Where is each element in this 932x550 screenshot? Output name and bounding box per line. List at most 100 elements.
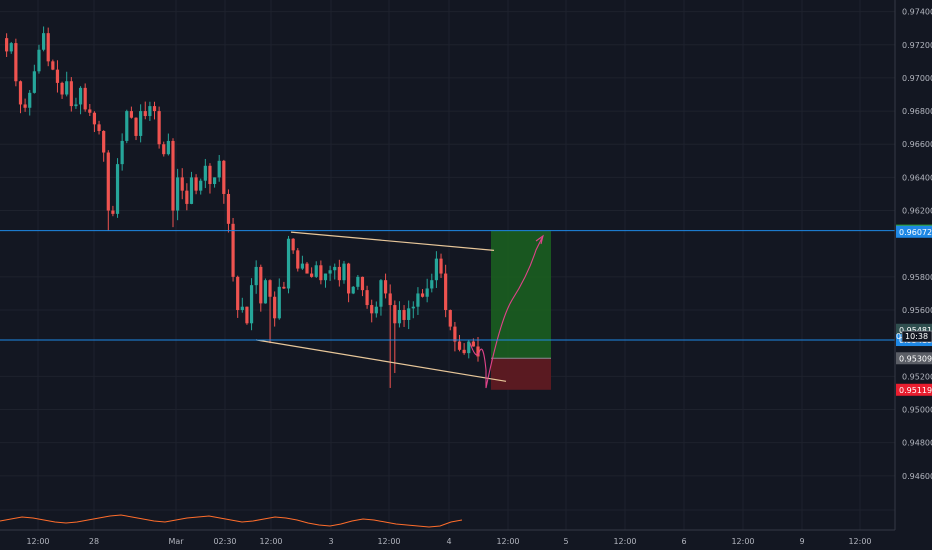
price-badges: 0.960790.960720.954810.954190.953090.951… — [896, 224, 932, 396]
candle-body — [208, 165, 212, 185]
candle-body — [185, 190, 189, 204]
price-axis[interactable]: 0.97400 0.97200 0.97000 0.96800 0.96600 0.964… — [902, 8, 932, 481]
candle-body — [397, 310, 402, 324]
candle-body — [462, 349, 466, 354]
price-tick-label: 0.97400 — [902, 8, 932, 17]
stop-loss-zone — [491, 358, 551, 390]
candle-body — [374, 306, 378, 314]
candle-body — [125, 111, 129, 141]
candle-body — [268, 280, 272, 297]
candle-body — [69, 81, 73, 107]
candle-body — [448, 310, 452, 327]
candle-body — [102, 130, 106, 153]
price-badge — [896, 383, 932, 396]
candle-body — [46, 33, 50, 62]
price-level-lines — [0, 230, 895, 341]
candle-body — [176, 177, 180, 211]
candle-body — [430, 280, 434, 289]
candle-body — [444, 273, 448, 311]
candle-body — [365, 290, 369, 306]
price-badge-label: 0.95309 — [899, 354, 932, 363]
candle-body — [92, 112, 97, 125]
time-tick-label: 12:00 — [26, 537, 49, 546]
candle-body — [222, 160, 226, 194]
price-badge-label: 0.96072 — [899, 228, 932, 237]
candle-body — [60, 82, 64, 95]
lower-trend-line — [255, 339, 507, 382]
candle-body — [120, 140, 124, 165]
candle-body — [199, 180, 203, 191]
candle-body — [370, 305, 374, 314]
candle-body — [282, 286, 286, 289]
candle-body — [134, 117, 138, 136]
candle-body — [407, 308, 411, 320]
candle-body — [171, 140, 175, 211]
candle-body — [471, 341, 475, 347]
price-badge-label: 0.95119 — [899, 386, 932, 395]
price-tick-label: 0.94600 — [902, 472, 932, 481]
price-tick-label: 0.97200 — [902, 41, 932, 50]
candle-body — [319, 265, 323, 281]
price-badge-label: 0.95481 — [899, 326, 932, 335]
price-tick-label: 0.95800 — [902, 273, 932, 282]
candle-body — [189, 177, 194, 204]
candle-body — [259, 266, 263, 304]
grid — [0, 0, 895, 530]
candle-body — [9, 43, 13, 52]
candle-body — [203, 165, 207, 181]
candle-body — [388, 293, 392, 306]
time-tick-label: 02:30 — [213, 537, 236, 546]
candle-body — [226, 193, 231, 224]
candle-body — [411, 306, 415, 309]
candle-body — [51, 61, 55, 70]
candle-body — [55, 69, 60, 83]
time-tick-label: 5 — [563, 537, 568, 546]
candle-body — [300, 263, 304, 269]
candle-body — [379, 280, 383, 307]
candle-body — [41, 33, 46, 50]
price-tick-label: 0.96200 — [902, 207, 932, 216]
price-tick-label: 0.96800 — [902, 107, 932, 116]
candle-body — [148, 106, 152, 117]
time-tick-label: Mar — [168, 537, 184, 546]
candle-body — [231, 223, 235, 277]
candle-body — [74, 104, 78, 107]
candle-body — [139, 111, 143, 136]
time-tick-label: 12:00 — [848, 537, 871, 546]
candle-body — [457, 341, 462, 350]
countdown-badge — [901, 330, 932, 343]
candle-body — [254, 266, 258, 286]
candle-body — [453, 326, 457, 342]
candle-body — [236, 276, 240, 311]
candle-body — [106, 152, 110, 211]
countdown-marker: 0 — [896, 332, 901, 341]
candle-body — [111, 210, 115, 214]
candle-body — [180, 177, 184, 191]
time-tick-label: 4 — [446, 537, 451, 546]
candle-body — [342, 263, 346, 281]
time-axis[interactable]: 12:00 28 Mar 02:30 12:00 3 12:00 4 12:00 5 12:00 6 1… — [26, 537, 871, 546]
candle-body — [97, 124, 101, 131]
candle-body — [439, 258, 443, 274]
candle-body — [240, 306, 244, 311]
candle-body — [273, 296, 277, 319]
candle-body — [129, 111, 133, 118]
candle-body — [328, 270, 332, 274]
candle-body — [305, 263, 309, 274]
drawings — [255, 231, 544, 389]
candle-body — [425, 288, 429, 297]
candle-body — [83, 87, 87, 110]
candle-body — [194, 177, 198, 191]
oscillator-line — [0, 514, 463, 528]
candle-body — [286, 238, 291, 289]
oscillator-pane — [0, 509, 895, 528]
candle-body — [467, 341, 471, 354]
candle-body — [143, 111, 147, 117]
price-series — [5, 26, 480, 388]
candle-body — [337, 266, 341, 281]
candle-body — [37, 49, 41, 72]
candle-body — [434, 258, 439, 281]
profit-zone — [491, 230, 551, 359]
